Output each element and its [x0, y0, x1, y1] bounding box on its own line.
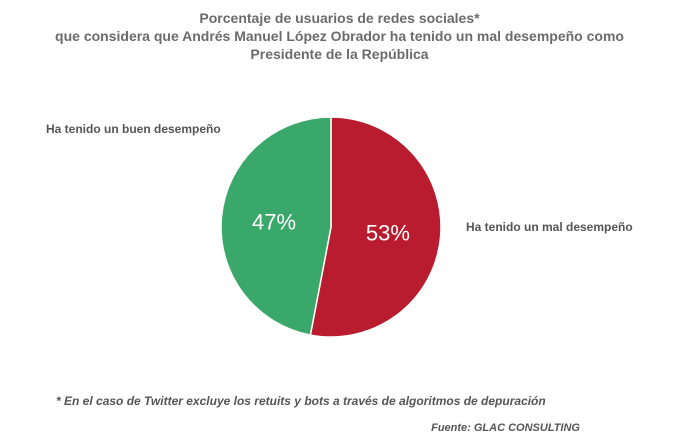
chart-title-line-3: Presidente de la República [250, 46, 429, 62]
chart-title-line-1: Porcentaje de usuarios de redes sociales… [199, 10, 480, 26]
pie-value-label-0: 53% [366, 220, 410, 245]
pie-slice-1 [220, 116, 332, 336]
chart-title: Porcentaje de usuarios de redes sociales… [0, 9, 679, 63]
pie-value-label-1: 47% [252, 210, 296, 235]
slice-label-buen-desempeno: Ha tenido un buen desempeño [46, 122, 221, 136]
slice-label-mal-desempeno: Ha tenido un mal desempeño [466, 220, 633, 234]
chart-title-line-2: que considera que Andrés Manuel López Ob… [55, 28, 624, 44]
footnote: * En el caso de Twitter excluye los retu… [56, 394, 546, 408]
source-note: Fuente: GLAC CONSULTING [431, 422, 580, 434]
pie-slice-0 [309, 116, 442, 338]
